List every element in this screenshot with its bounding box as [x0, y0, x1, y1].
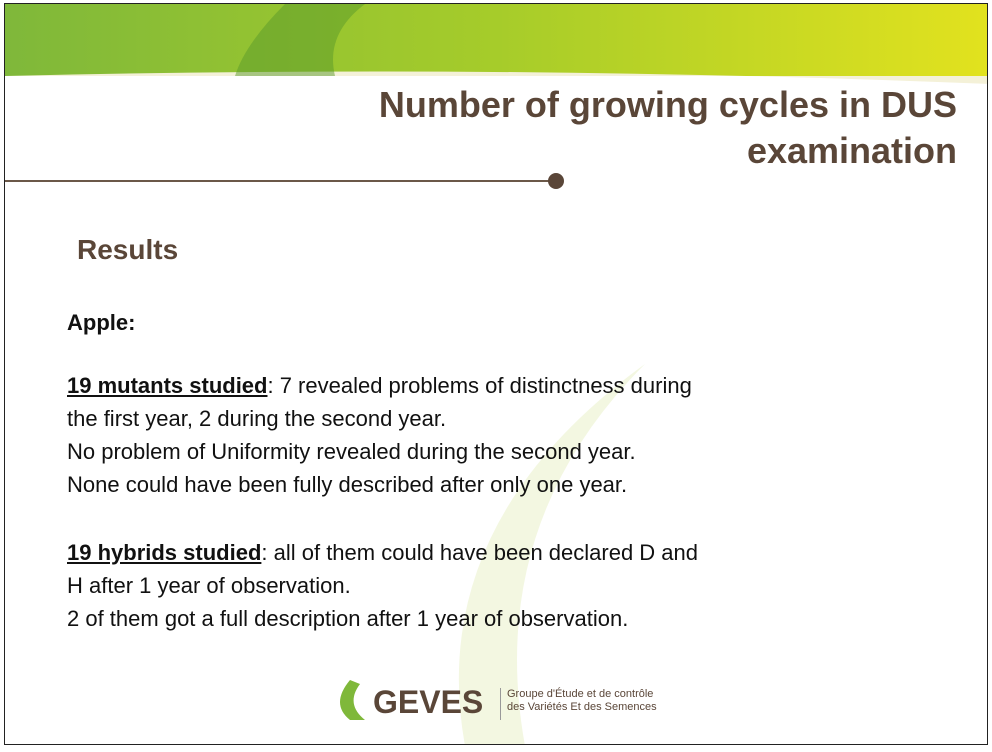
crop-label: Apple: — [67, 310, 135, 336]
text: examination — [379, 128, 957, 174]
text: Number of growing cycles in DUS — [379, 82, 957, 128]
text: the first year, 2 during the second year… — [67, 406, 446, 431]
text: None could have been fully described aft… — [67, 472, 627, 497]
text: 19 hybrids studied — [67, 540, 261, 565]
section-heading: Results — [77, 234, 178, 266]
text: H after 1 year of observation. — [67, 573, 351, 598]
paragraph: 19 hybrids studied: all of them could ha… — [67, 536, 698, 635]
text: : all of them could have been declared D… — [261, 540, 698, 565]
text: : 7 revealed problems of distinctness du… — [267, 373, 691, 398]
text: 2 of them got a full description after 1… — [67, 606, 628, 631]
logo: GEVES — [373, 684, 483, 721]
text: 19 mutants studied — [67, 373, 267, 398]
paragraph: 19 mutants studied: 7 revealed problems … — [67, 369, 692, 501]
text: Groupe d'Étude et de contrôle — [507, 688, 657, 701]
text: des Variétés Et des Semences — [507, 701, 657, 714]
text: No problem of Uniformity revealed during… — [67, 439, 636, 464]
